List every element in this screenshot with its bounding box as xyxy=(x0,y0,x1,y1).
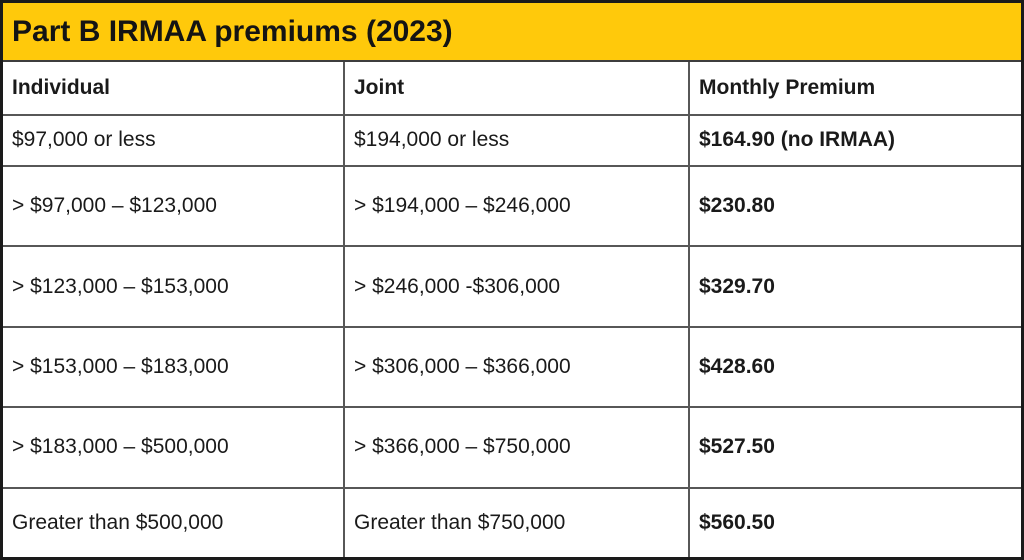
cell-premium: $527.50 xyxy=(688,406,1021,489)
cell-joint: Greater than $750,000 xyxy=(343,486,690,557)
table-row: Greater than $500,000 Greater than $750,… xyxy=(3,486,1021,557)
cell-individual: > $153,000 – $183,000 xyxy=(3,325,345,409)
table-title-bar: Part B IRMAA premiums (2023) xyxy=(3,3,1021,62)
cell-individual: > $97,000 – $123,000 xyxy=(3,164,345,248)
cell-premium: $560.50 xyxy=(688,486,1021,557)
page-title: Part B IRMAA premiums (2023) xyxy=(12,14,453,48)
cell-premium: $428.60 xyxy=(688,325,1021,409)
table-row: > $97,000 – $123,000 > $194,000 – $246,0… xyxy=(3,164,1021,248)
cell-joint: $194,000 or less xyxy=(343,114,690,167)
cell-individual: $97,000 or less xyxy=(3,114,345,167)
cell-joint: > $246,000 -$306,000 xyxy=(343,245,690,328)
cell-joint: > $194,000 – $246,000 xyxy=(343,164,690,248)
cell-premium: $329.70 xyxy=(688,245,1021,328)
cell-premium: $164.90 (no IRMAA) xyxy=(688,114,1021,167)
cell-premium: $230.80 xyxy=(688,164,1021,248)
table-row: > $183,000 – $500,000 > $366,000 – $750,… xyxy=(3,406,1021,489)
cell-individual: Greater than $500,000 xyxy=(3,486,345,557)
column-header-joint: Joint xyxy=(343,61,690,116)
table-row: $97,000 or less $194,000 or less $164.90… xyxy=(3,114,1021,167)
column-header-individual: Individual xyxy=(3,61,345,116)
table-row: > $153,000 – $183,000 > $306,000 – $366,… xyxy=(3,325,1021,409)
table-header-row: Individual Joint Monthly Premium xyxy=(3,61,1021,116)
column-header-monthly-premium: Monthly Premium xyxy=(688,61,1021,116)
cell-joint: > $306,000 – $366,000 xyxy=(343,325,690,409)
cell-individual: > $183,000 – $500,000 xyxy=(3,406,345,489)
irmaa-premiums-table: Individual Joint Monthly Premium $97,000… xyxy=(3,61,1021,557)
table-row: > $123,000 – $153,000 > $246,000 -$306,0… xyxy=(3,245,1021,328)
cell-joint: > $366,000 – $750,000 xyxy=(343,406,690,489)
cell-individual: > $123,000 – $153,000 xyxy=(3,245,345,328)
